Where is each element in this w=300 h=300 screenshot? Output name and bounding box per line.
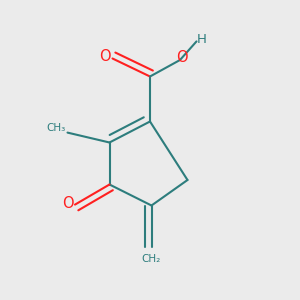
Text: H: H [197,33,207,46]
Text: CH₂: CH₂ [142,254,161,264]
Text: O: O [177,50,188,65]
Text: O: O [62,196,73,211]
Text: CH₃: CH₃ [47,123,66,133]
Text: O: O [99,50,111,64]
